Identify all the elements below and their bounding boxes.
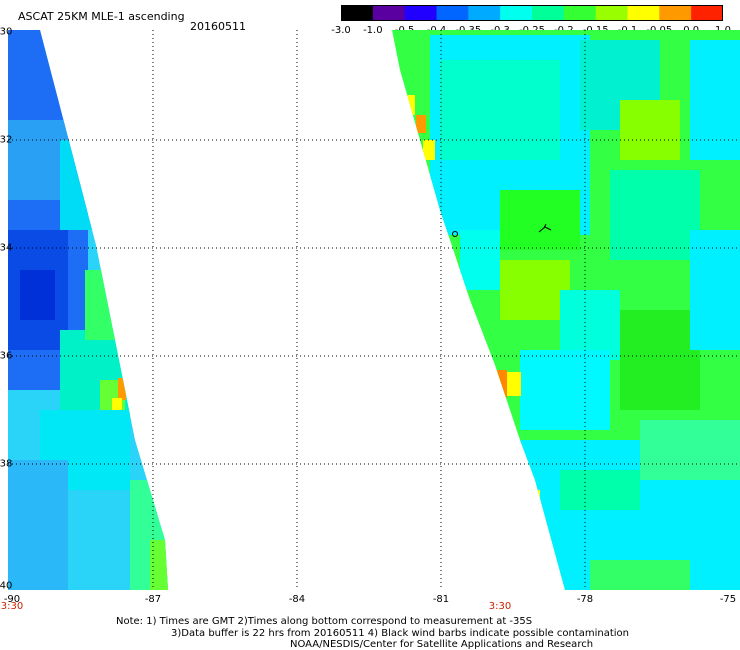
- right-swath: [392, 30, 740, 590]
- y-axis-label: -38: [0, 458, 13, 470]
- x-axis-label: -78: [576, 594, 594, 605]
- y-axis-label: -36: [0, 350, 13, 362]
- colorbar-segment: [595, 5, 628, 21]
- colorbar-segment: [468, 5, 501, 21]
- x-axis-label: -90: [3, 594, 21, 605]
- time-label: 3:30: [488, 601, 512, 612]
- colorbar-segment: [372, 5, 406, 21]
- colorbar-label: -1.0: [363, 25, 383, 36]
- x-axis-label: -84: [288, 594, 306, 605]
- y-axis-label: -30: [0, 26, 13, 38]
- colorbar-segment: [659, 5, 692, 21]
- colorbar-segment: [500, 5, 533, 21]
- note-line-1: Note: 1) Times are GMT 2)Times along bot…: [116, 616, 533, 627]
- y-axis-label: -34: [0, 242, 13, 254]
- x-axis-label: -81: [432, 594, 450, 605]
- colorbar-segment: [341, 5, 374, 21]
- y-axis-label: -32: [0, 134, 13, 146]
- map-title: ASCAT 25KM MLE-1 ascending: [18, 10, 185, 23]
- colorbar-label: -3.0: [331, 25, 351, 36]
- colorbar-segment: [404, 5, 437, 21]
- colorbar-segment: [627, 5, 660, 21]
- map-date: 20160511: [190, 20, 246, 33]
- x-axis-label: -75: [719, 594, 737, 605]
- colorbar-segment: [563, 5, 597, 21]
- x-axis-label: -87: [144, 594, 162, 605]
- wind-barb-marker: [538, 223, 552, 233]
- time-label: 3:30: [0, 601, 24, 612]
- y-axis-label: -40: [0, 580, 13, 592]
- note-line-2: 3)Data buffer is 22 hrs from 20160511 4)…: [171, 628, 629, 639]
- note-line-3: NOAA/NESDIS/Center for Satellite Applica…: [290, 639, 594, 650]
- colorbar-segment: [436, 5, 469, 21]
- colorbar-segment: [532, 5, 565, 21]
- colorbar: [341, 5, 724, 21]
- colorbar-graphic: [341, 5, 724, 21]
- gridlines: [8, 30, 740, 590]
- colorbar-segment: [691, 5, 724, 21]
- contamination-marker: [452, 231, 458, 237]
